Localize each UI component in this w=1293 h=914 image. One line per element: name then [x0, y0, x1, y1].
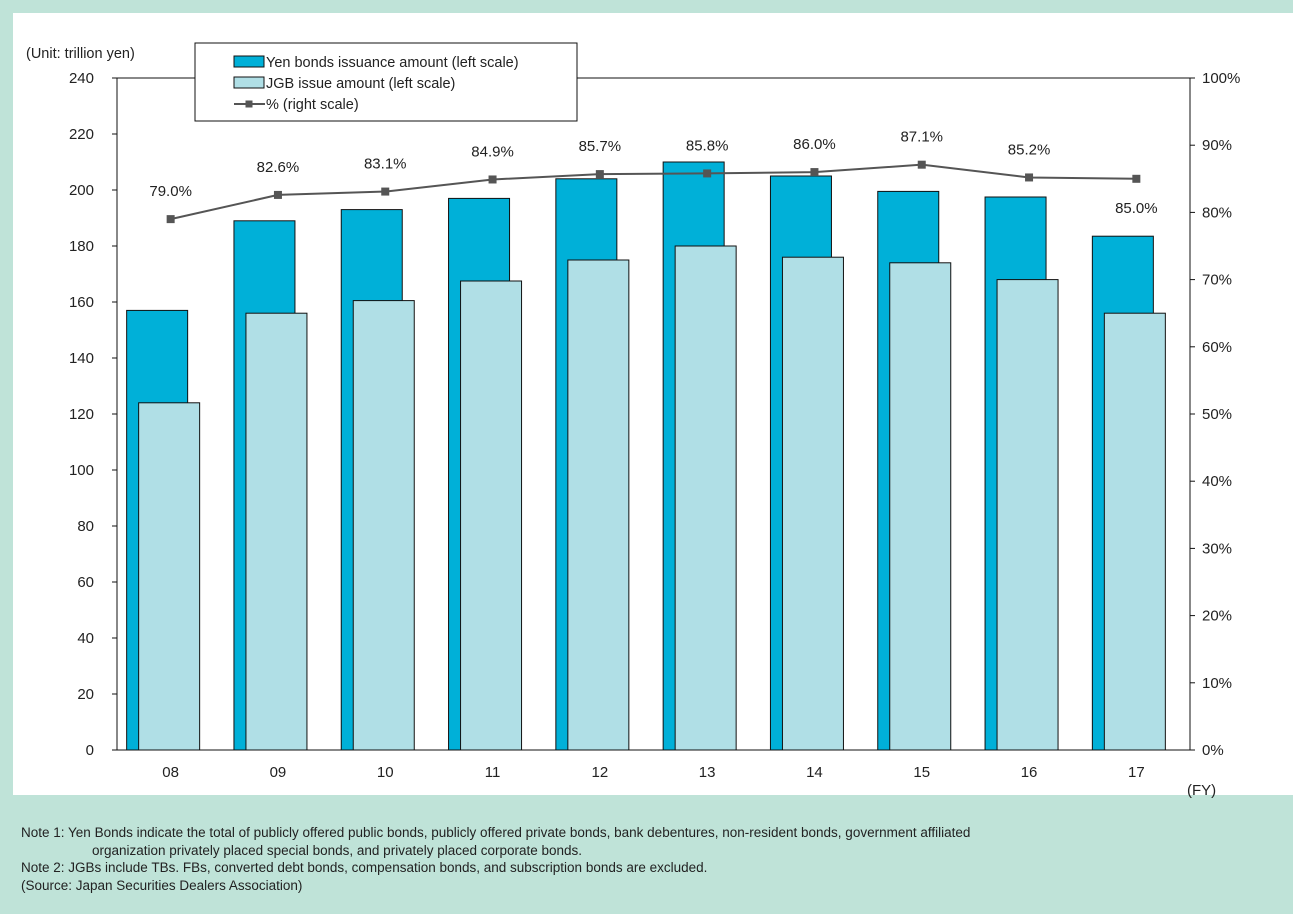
left-tick-label: 0 — [86, 742, 94, 759]
x-tick-label: 11 — [485, 764, 501, 781]
x-tick-label: 14 — [806, 764, 823, 781]
x-tick-label: 15 — [913, 764, 930, 781]
right-tick-label: 90% — [1202, 137, 1232, 154]
right-tick-label: 10% — [1202, 675, 1232, 692]
source-note: (Source: Japan Securities Dealers Associ… — [21, 877, 303, 893]
chart-notes: Note 1: Yen Bonds indicate the total of … — [21, 824, 1286, 894]
left-tick-label: 120 — [69, 406, 94, 423]
right-tick-label: 50% — [1202, 406, 1232, 423]
left-tick-label: 80 — [77, 518, 94, 535]
x-unit-label: (FY) — [1187, 782, 1216, 799]
legend-label-percent: % (right scale) — [266, 97, 359, 113]
note-1-line-2: organization privately placed special bo… — [92, 842, 583, 858]
percent-data-label: 85.8% — [686, 137, 729, 154]
combo-chart: 08 09 10 11 12 13 14 15 16 17 0 20 40 60 80 100 120 140 16… — [13, 13, 1293, 799]
bar-jgb — [674, 245, 737, 751]
note-2: Note 2: JGBs include TBs. FBs, converted… — [21, 860, 708, 875]
right-tick-label: 0% — [1202, 742, 1224, 759]
right-tick-label: 80% — [1202, 204, 1232, 221]
legend-label-yen-bonds: Yen bonds issuance amount (left scale) — [266, 55, 519, 71]
bar-jgb — [889, 262, 952, 751]
left-tick-label: 160 — [69, 294, 94, 311]
right-tick-label: 20% — [1202, 608, 1232, 625]
right-tick-label: 100% — [1202, 70, 1240, 87]
legend-marker-percent — [245, 100, 253, 108]
percent-marker — [1025, 173, 1034, 182]
legend-swatch-yen-bonds — [233, 55, 265, 68]
x-tick-label: 13 — [699, 764, 716, 781]
percent-marker — [1132, 174, 1141, 183]
left-tick-label: 100 — [69, 462, 94, 479]
percent-data-label: 85.2% — [1008, 141, 1051, 158]
right-tick-label: 70% — [1202, 272, 1232, 289]
percent-data-label: 87.1% — [900, 129, 943, 146]
percent-marker — [917, 160, 926, 169]
left-tick-label: 60 — [77, 574, 94, 591]
bar-jgb — [245, 312, 308, 751]
bar-jgb — [1103, 312, 1166, 751]
legend-label-jgb: JGB issue amount (left scale) — [266, 76, 455, 92]
percent-marker — [703, 169, 712, 178]
legend-swatch-jgb — [233, 76, 265, 89]
bar-jgb — [460, 280, 523, 751]
chart-area: 08 09 10 11 12 13 14 15 16 17 0 20 40 60 80 100 120 140 16… — [13, 13, 1293, 799]
x-tick-label: 08 — [162, 764, 179, 781]
bar-jgb — [567, 259, 630, 751]
percent-marker — [381, 187, 390, 196]
percent-data-label: 84.9% — [471, 143, 514, 160]
left-tick-label: 220 — [69, 126, 94, 143]
percent-data-label: 82.6% — [257, 159, 300, 176]
bar-jgb — [352, 300, 415, 751]
bar-jgb — [996, 279, 1059, 751]
x-tick-label: 10 — [377, 764, 394, 781]
percent-marker — [166, 215, 175, 224]
percent-data-label: 86.0% — [793, 136, 836, 153]
left-tick-label: 240 — [69, 70, 94, 87]
bar-jgb — [781, 256, 844, 751]
left-tick-label: 200 — [69, 182, 94, 199]
plot-area — [13, 13, 1293, 795]
percent-marker — [273, 190, 282, 199]
x-tick-label: 09 — [270, 764, 287, 781]
left-tick-label: 40 — [77, 630, 94, 647]
x-tick-label: 17 — [1128, 764, 1145, 781]
right-tick-label: 60% — [1202, 339, 1232, 356]
left-tick-label: 180 — [69, 238, 94, 255]
percent-data-label: 79.0% — [149, 183, 192, 200]
bar-jgb — [138, 402, 201, 751]
right-tick-label: 30% — [1202, 540, 1232, 557]
left-tick-label: 20 — [77, 686, 94, 703]
percent-data-label: 85.0% — [1115, 200, 1158, 217]
percent-marker — [488, 175, 497, 184]
percent-line — [170, 163, 1137, 221]
note-1-line-1: Note 1: Yen Bonds indicate the total of … — [21, 825, 971, 840]
percent-marker — [810, 168, 819, 177]
unit-label: (Unit: trillion yen) — [26, 46, 135, 62]
x-tick-label: 16 — [1021, 764, 1038, 781]
percent-marker — [595, 170, 604, 179]
percent-data-label: 85.7% — [579, 138, 622, 155]
left-tick-label: 140 — [69, 350, 94, 367]
percent-data-label: 83.1% — [364, 156, 407, 173]
x-tick-label: 12 — [592, 764, 609, 781]
right-tick-label: 40% — [1202, 473, 1232, 490]
